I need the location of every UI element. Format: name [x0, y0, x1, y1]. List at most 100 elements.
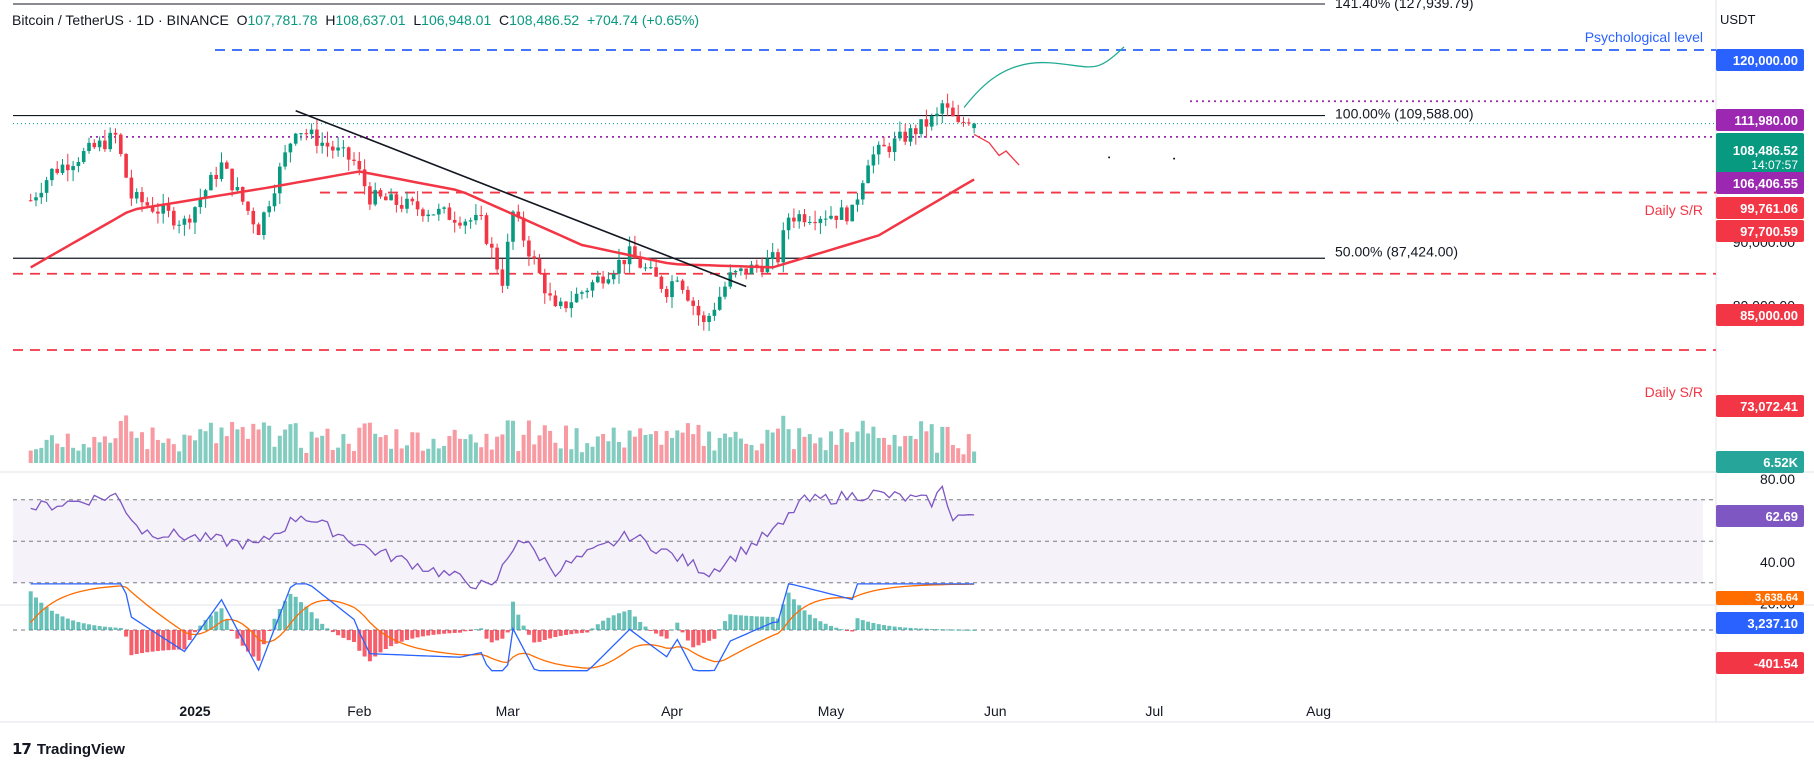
daily-sr-label: Daily S/R	[1645, 202, 1703, 218]
macd-histogram-bar	[585, 630, 590, 633]
candle-body	[786, 217, 791, 231]
candle-body	[474, 214, 478, 221]
macd-histogram-bar	[113, 627, 118, 630]
volume-bar	[28, 450, 33, 463]
candle-body	[187, 218, 192, 223]
volume-bar	[230, 421, 235, 463]
candle-body	[182, 218, 187, 225]
candle-body	[871, 154, 876, 166]
volume-bar	[860, 420, 865, 463]
candle-body	[140, 192, 144, 203]
macd-histogram-bar	[76, 621, 81, 630]
tag-resistance: 111,980.00	[1716, 109, 1804, 131]
macd-histogram-bar	[193, 630, 197, 633]
candle-body	[781, 230, 786, 263]
candle-body	[97, 140, 102, 148]
macd-histogram-bar	[240, 630, 245, 646]
symbol-name[interactable]: Bitcoin / TetherUS	[12, 12, 124, 28]
high-value: 108,637.01	[335, 12, 406, 28]
candle-body	[500, 269, 505, 286]
volume-bar	[357, 427, 362, 463]
macd-histogram-bar	[405, 630, 409, 641]
volume-bar	[579, 452, 584, 463]
macd-histogram-bar	[383, 630, 388, 650]
macd-histogram-bar	[511, 601, 515, 630]
daily-sr-label: Daily S/R	[1645, 384, 1703, 400]
volume-bar	[813, 443, 818, 463]
candle-body	[336, 147, 340, 151]
tradingview-logo-icon: 𝟭𝟳	[12, 741, 32, 758]
macd-histogram-bar	[961, 629, 966, 631]
candle-body	[161, 204, 165, 214]
macd-histogram-bar	[558, 630, 563, 636]
volume-bar	[505, 420, 510, 463]
candle-body	[818, 218, 823, 224]
volume-bar	[712, 450, 717, 463]
volume-bar	[781, 415, 786, 463]
interval[interactable]: 1D	[136, 12, 155, 28]
volume-bar	[214, 443, 219, 463]
macd-histogram-bar	[373, 630, 378, 657]
macd-histogram-bar	[420, 630, 425, 637]
candle-body	[580, 292, 584, 294]
volume-bar	[882, 437, 886, 463]
volume-bar	[919, 421, 924, 463]
volume-bar	[786, 429, 791, 463]
volume-bar	[606, 441, 611, 463]
candle-body	[76, 161, 81, 167]
volume-bar	[161, 442, 166, 463]
volume-bar	[336, 447, 341, 463]
candle-body	[362, 169, 367, 187]
candle-body	[537, 258, 542, 274]
candle-body	[373, 190, 377, 205]
macd-histogram-bar	[542, 630, 547, 640]
macd-histogram-bar	[569, 630, 574, 635]
candle-body	[28, 200, 33, 202]
tradingview-brand[interactable]: 𝟭𝟳 TradingView	[12, 740, 125, 759]
volume-bar	[102, 436, 107, 463]
macd-histogram-bar	[489, 630, 494, 643]
volume-bar	[797, 428, 802, 463]
macd-histogram-bar	[601, 620, 606, 630]
candle-body	[723, 286, 727, 297]
macd-histogram-bar	[230, 630, 235, 631]
last-price-value: 108,486.52	[1732, 142, 1798, 158]
candle-body	[50, 168, 54, 181]
currency-label[interactable]: USDT	[1720, 12, 1756, 27]
candle-body	[845, 207, 849, 222]
macd-histogram-bar	[696, 630, 701, 646]
macd-histogram-bar	[781, 604, 786, 630]
volume-bar	[124, 415, 129, 463]
macd-signal-line	[30, 583, 975, 669]
macd-histogram-bar	[272, 618, 277, 630]
macd-histogram-bar	[44, 607, 49, 630]
macd-histogram-bar	[124, 630, 129, 637]
macd-histogram-bar	[140, 630, 144, 654]
open-label: O	[236, 12, 248, 28]
candle-body	[235, 186, 240, 191]
time-label: Mar	[496, 703, 520, 719]
candle-body	[728, 272, 733, 287]
volume-bar	[431, 438, 436, 463]
tag-daily-sr-lower: 73,072.41	[1716, 395, 1804, 417]
volume-bar	[203, 431, 208, 463]
volume-bar	[49, 435, 54, 463]
macd-histogram-bar	[786, 592, 791, 630]
candle-body	[664, 288, 669, 298]
symbol-header[interactable]: Bitcoin / TetherUS · 1D · BINANCE O107,7…	[12, 12, 700, 28]
time-label: Aug	[1306, 703, 1331, 719]
macd-histogram-bar	[648, 630, 653, 631]
candle-body	[564, 301, 568, 309]
candle-body	[935, 113, 939, 116]
tag-macd-signal: 3,638.64	[1716, 591, 1804, 605]
candle-body	[119, 134, 123, 155]
volume-bar	[87, 447, 91, 463]
volume-bar	[134, 437, 139, 463]
macd-histogram-bar	[357, 630, 362, 651]
macd-histogram-bar	[760, 616, 765, 630]
macd-histogram-bar	[728, 614, 733, 630]
candle-body	[643, 267, 648, 269]
macd-histogram-bar	[659, 630, 664, 637]
macd-histogram-bar	[39, 602, 44, 630]
